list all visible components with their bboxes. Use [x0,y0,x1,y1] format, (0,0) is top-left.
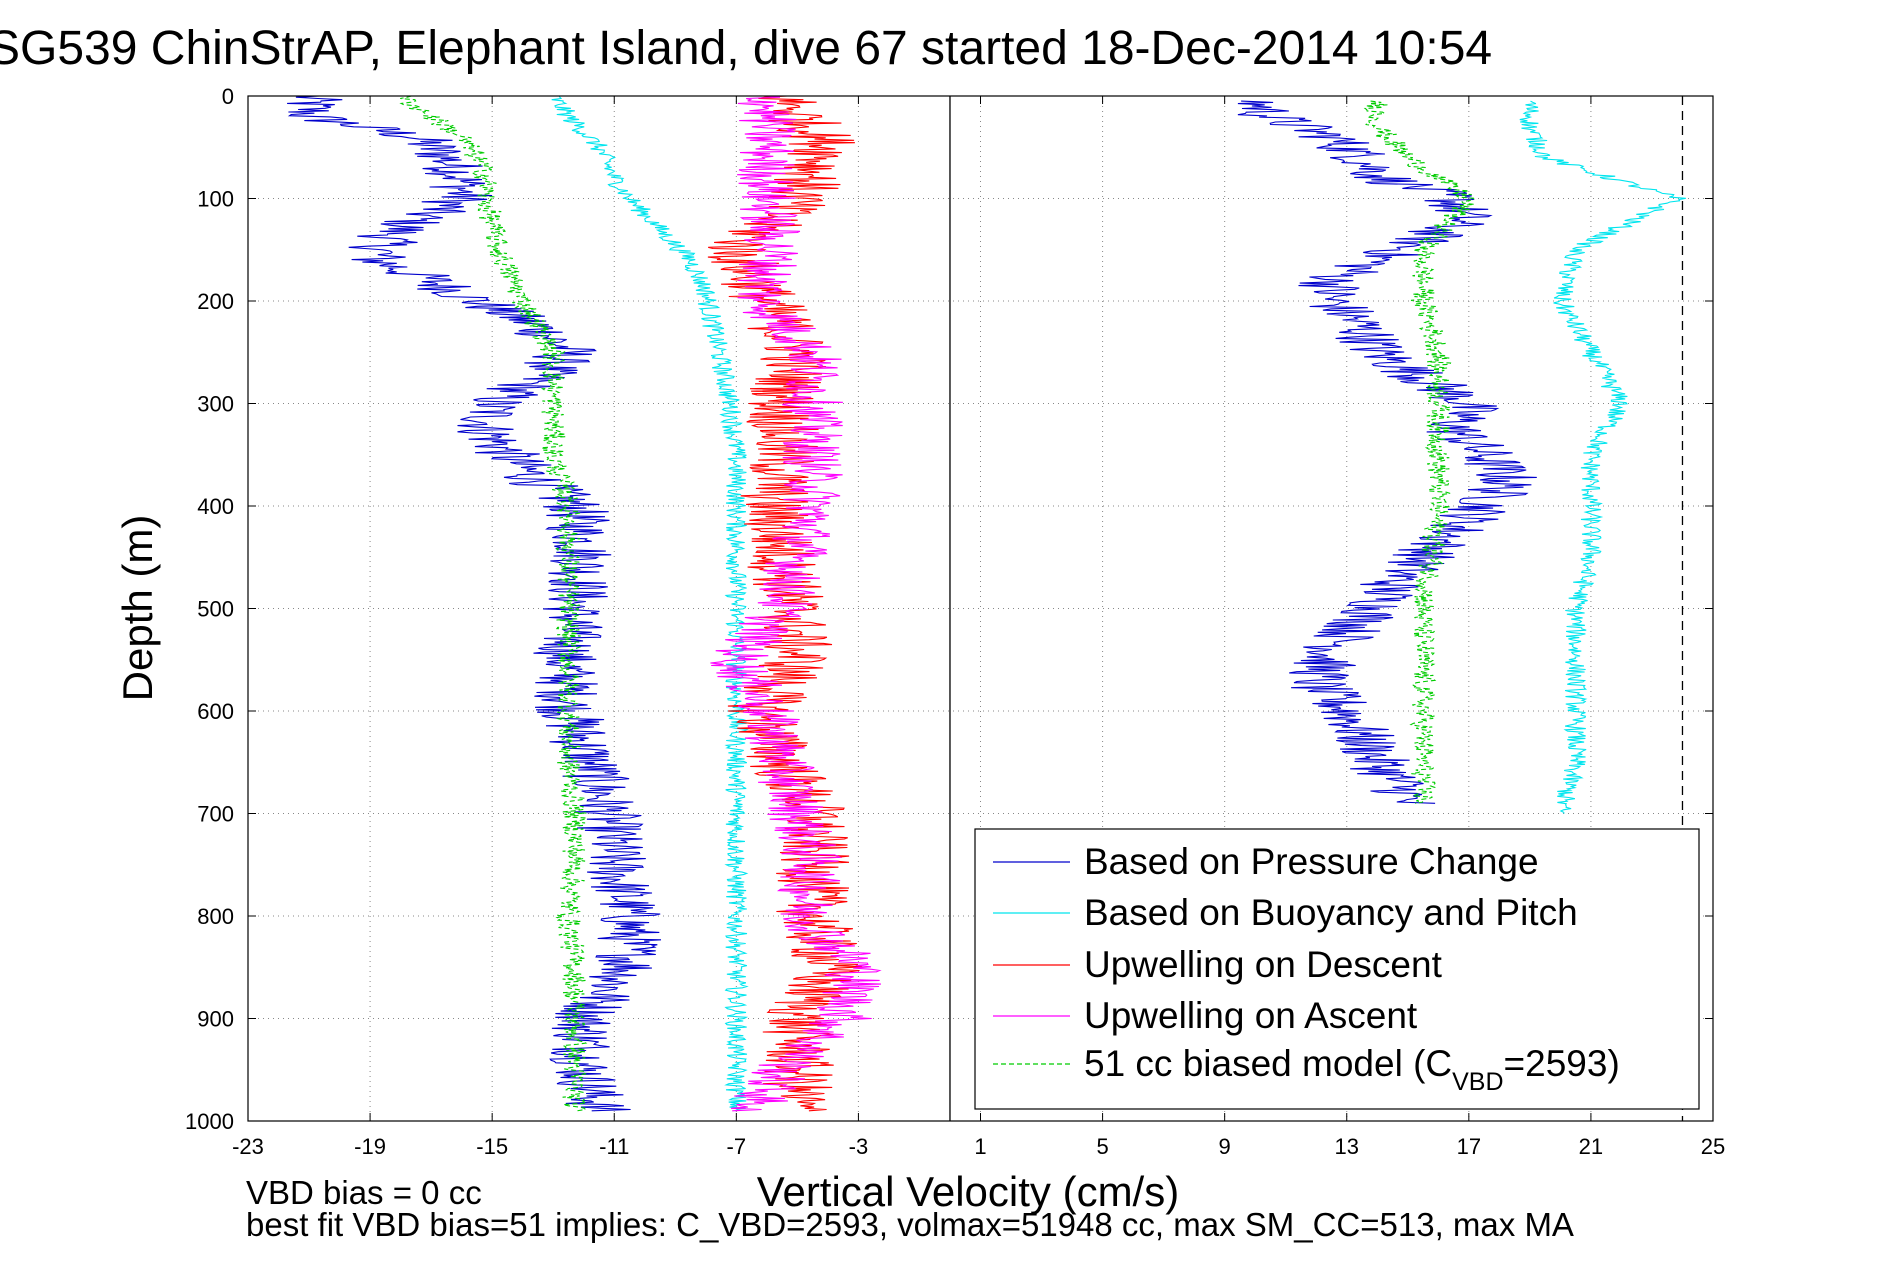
y-tick-label: 700 [197,802,234,827]
x-tick-labels: -23 -19 -15 -11 -7 -3 1 5 9 13 17 21 25 [232,96,1725,1159]
x-tick-label: 17 [1457,1134,1481,1159]
chart-title: SG539 ChinStrAP, Elephant Island, dive 6… [0,22,1492,75]
legend-label: Based on Buoyancy and Pitch [1084,892,1578,933]
x-tick-label: 25 [1701,1134,1725,1159]
legend-label: Upwelling on Descent [1084,944,1443,985]
x-tick-label: -7 [727,1134,747,1159]
series-layer [287,95,1686,1112]
series-1-trace-descent [551,95,749,1112]
x-tick-label: 9 [1219,1134,1231,1159]
legend-label-subscript: VBD [1452,1068,1503,1096]
x-tick-label: -19 [354,1134,386,1159]
y-tick-label: 300 [197,392,234,417]
y-tick-label: 500 [197,597,234,622]
x-tick-label: 21 [1579,1134,1603,1159]
x-tick-label: -23 [232,1134,264,1159]
y-tick-label: 400 [197,494,234,519]
series-4-trace-ascent [1363,100,1475,804]
reference-lines [949,96,1684,1121]
x-tick-label: -11 [599,1134,629,1159]
y-tick-label: 900 [197,1007,234,1032]
y-axis-label: Depth (m) [114,515,161,702]
x-axis-label: Vertical Velocity (cm/s) [757,1168,1179,1215]
y-tick-label: 100 [197,187,234,212]
y-tick-labels: 0 100 200 300 400 500 600 700 800 900 1000 [185,84,1713,1134]
legend-box [974,828,1700,1110]
y-tick-label: 600 [197,699,234,724]
x-tick-label: -3 [849,1134,869,1159]
y-tick-label: 800 [197,904,234,929]
series-0-trace-ascent [1237,100,1537,804]
footnote-vbd-bias: VBD bias = 0 cc [246,1174,482,1211]
y-tick-label: 0 [222,84,234,109]
x-tick-label: 13 [1335,1134,1359,1159]
legend-label-tail: =2593) [1504,1043,1620,1084]
series-4-trace-descent [399,95,589,1112]
y-tick-label: 200 [197,289,234,314]
series-3-trace [710,95,882,1112]
x-tick-label: 5 [1096,1134,1108,1159]
y-tick-label: 1000 [185,1109,234,1134]
x-tick-label: -15 [476,1134,508,1159]
legend-label: Upwelling on Ascent [1084,995,1418,1036]
legend-label: Based on Pressure Change [1084,841,1539,882]
legend: Based on Pressure Change Based on Buoyanc… [974,828,1700,1110]
series-1-trace-ascent [1519,100,1686,814]
footnote-best-fit: best fit VBD bias=51 implies: C_VBD=2593… [246,1206,1574,1243]
x-tick-label: 1 [974,1134,986,1159]
series-0-trace-descent [287,95,662,1112]
